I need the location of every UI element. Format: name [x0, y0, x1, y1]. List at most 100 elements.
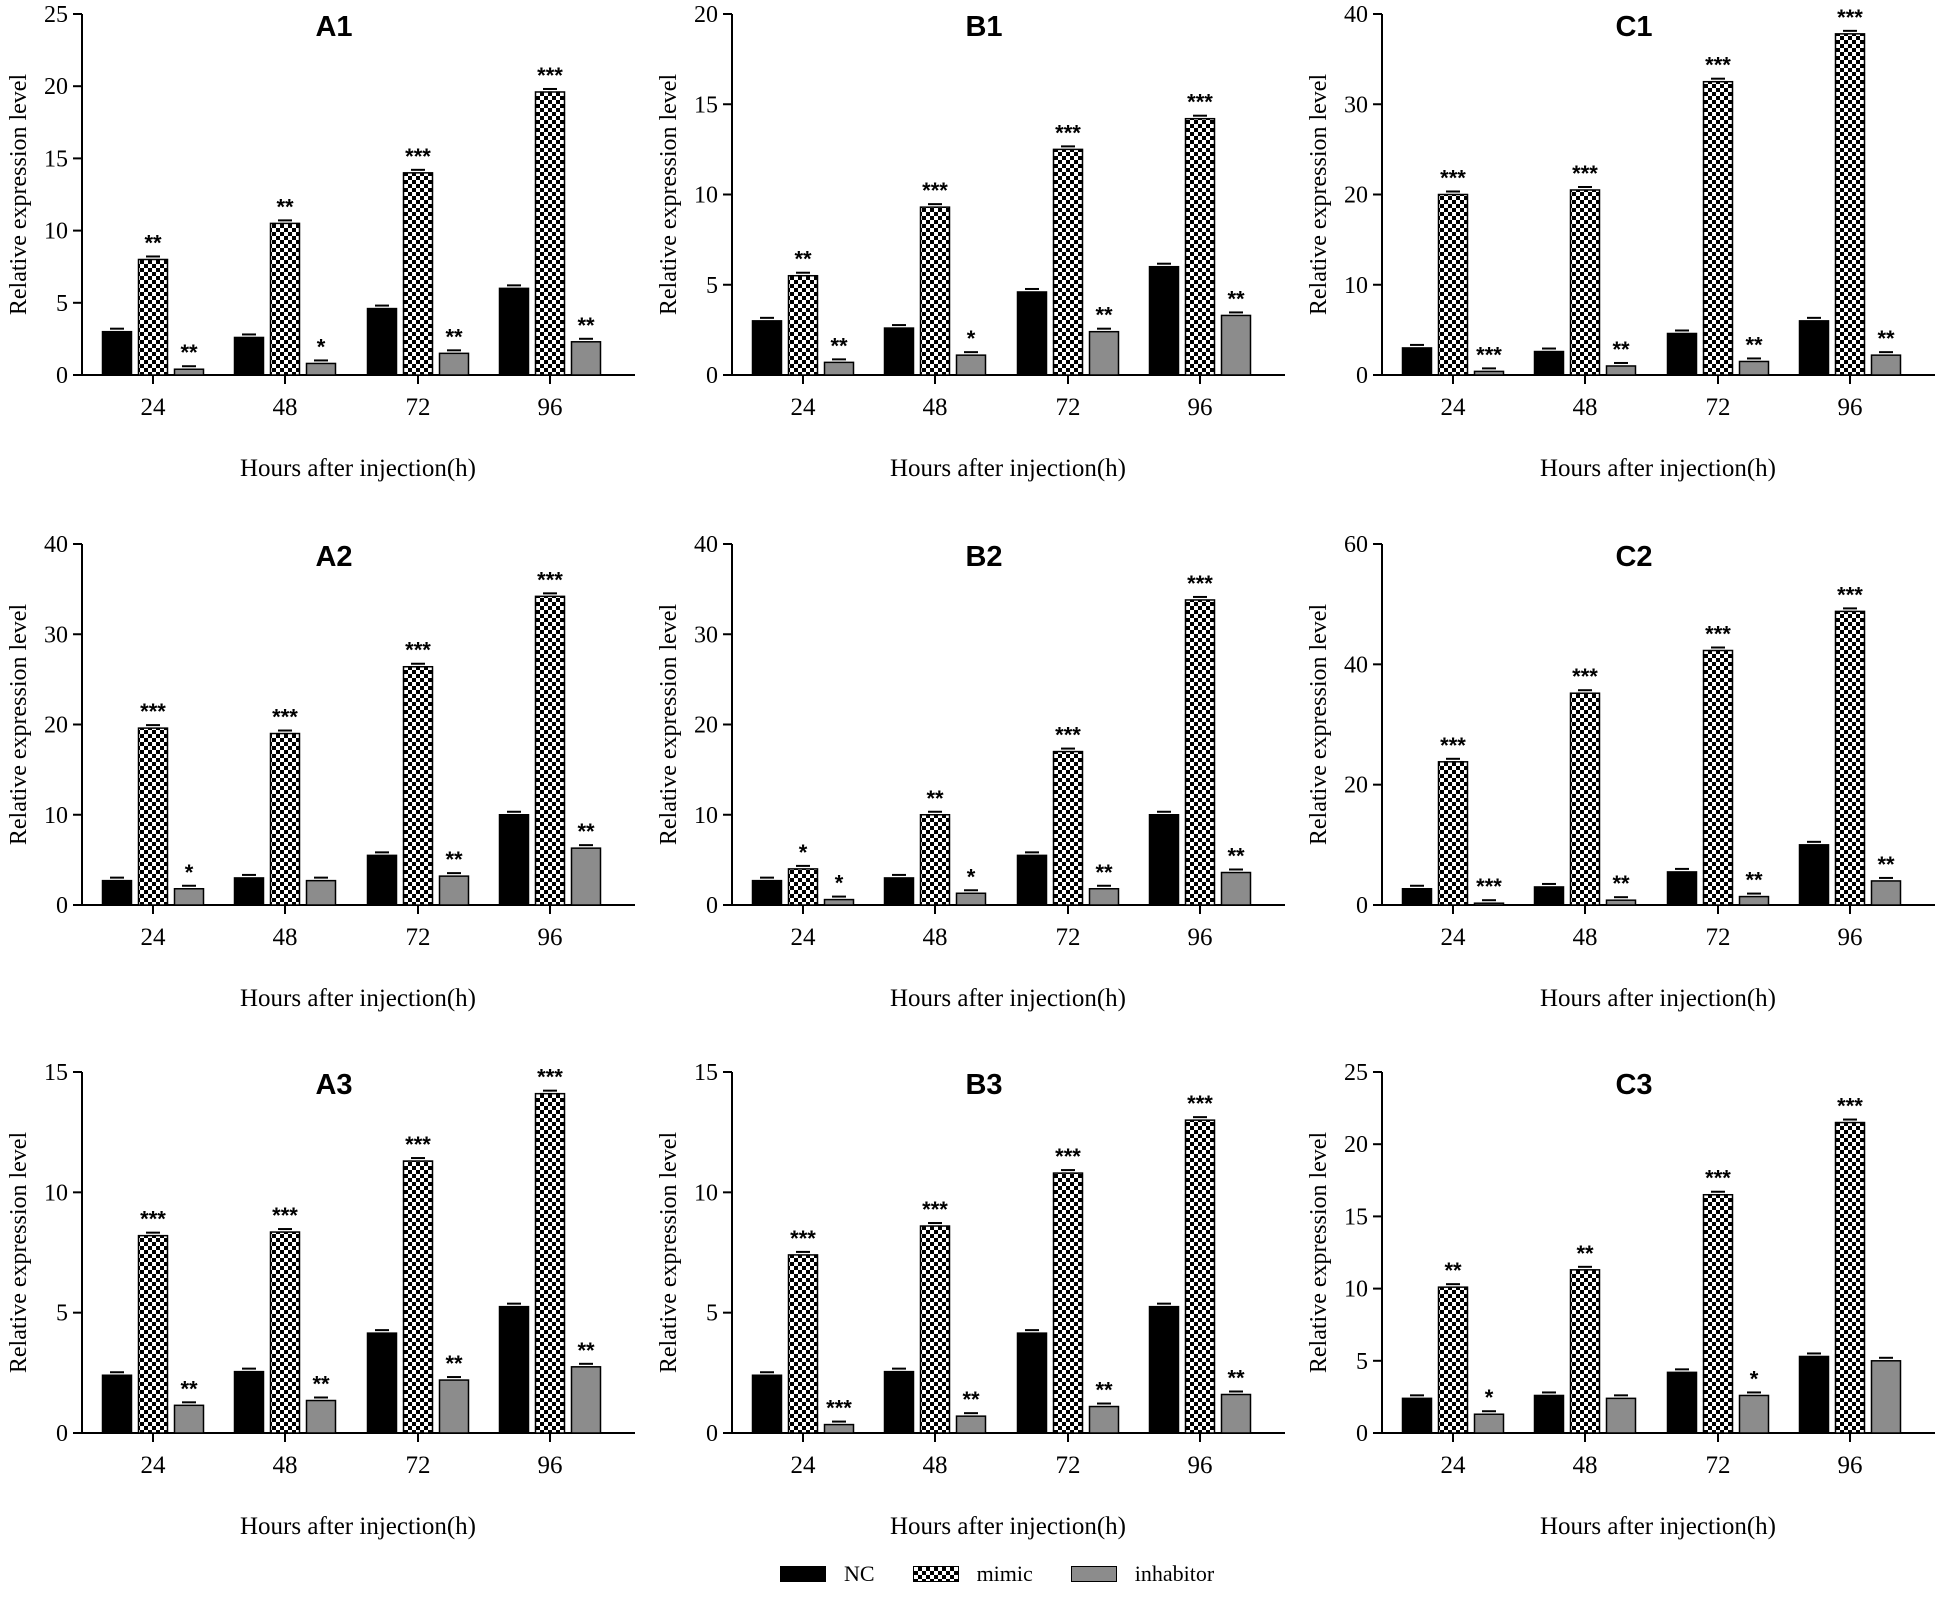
- bar-mimic-72: [402, 665, 434, 906]
- bar-inhabitor-72: [1738, 895, 1770, 906]
- y-tick-label: 20: [1344, 1132, 1368, 1158]
- bar-nc-48: [233, 336, 265, 376]
- significance-label: ***: [1837, 582, 1863, 607]
- y-tick-label: 30: [694, 622, 718, 648]
- bar-inhabitor-72: [1088, 330, 1120, 376]
- y-tick-label: 10: [694, 1180, 718, 1206]
- significance-label: **: [1877, 852, 1895, 877]
- x-tick-label: 48: [923, 924, 948, 951]
- significance-label: ***: [140, 1207, 166, 1232]
- significance-label: ***: [1440, 166, 1466, 191]
- significance-label: *: [1485, 1385, 1494, 1410]
- y-tick-label: 5: [706, 1301, 718, 1327]
- significance-label: *: [799, 840, 808, 865]
- bar-mimic-96: [1834, 610, 1866, 906]
- bar-mimic-48: [1569, 1269, 1601, 1434]
- bar-mimic-96: [534, 1092, 566, 1434]
- bar-nc-96: [1798, 1355, 1830, 1434]
- chart-panel-b2: 0 10 20 30 40 24 48 72 96 * ** *** *** * * ** ** B2 Hours …: [650, 530, 1300, 1060]
- bar-nc-96: [498, 1305, 530, 1434]
- x-axis-label: Hours after injection(h): [890, 985, 1126, 1012]
- x-tick-label: 24: [791, 924, 817, 951]
- significance-label: ***: [1187, 90, 1213, 115]
- bar-nc-96: [1798, 320, 1830, 376]
- bar-inhabitor-96: [1870, 880, 1902, 906]
- y-tick-label: 15: [694, 1060, 718, 1086]
- x-tick-label: 72: [1706, 394, 1731, 421]
- x-tick-label: 24: [141, 924, 167, 951]
- bar-inhabitor-96: [570, 1366, 602, 1434]
- bar-inhabitor-48: [305, 1399, 337, 1434]
- x-tick-label: 48: [1573, 394, 1598, 421]
- bar-nc-72: [1016, 854, 1048, 906]
- significance-label: **: [1612, 337, 1630, 362]
- bar-nc-72: [1016, 291, 1048, 376]
- y-tick-label: 0: [706, 893, 718, 919]
- bar-mimic-72: [1052, 148, 1084, 376]
- significance-label: ***: [1055, 723, 1081, 748]
- y-tick-label: 15: [44, 146, 68, 172]
- significance-label: **: [926, 786, 944, 811]
- y-tick-label: 10: [44, 803, 68, 829]
- bar-nc-48: [1533, 1394, 1565, 1434]
- bar-inhabitor-96: [1870, 354, 1902, 376]
- y-tick-label: 0: [1356, 363, 1368, 389]
- y-axis-label: Relative expression level: [6, 74, 32, 316]
- bar-mimic-72: [1052, 1172, 1084, 1434]
- significance-label: **: [144, 230, 162, 255]
- x-tick-label: 48: [273, 394, 298, 421]
- significance-label: **: [180, 340, 198, 365]
- bar-mimic-72: [402, 1160, 434, 1434]
- significance-label: ***: [405, 144, 431, 169]
- y-tick-label: 0: [56, 363, 68, 389]
- bar-inhabitor-96: [570, 341, 602, 376]
- bar-inhabitor-72: [1738, 1394, 1770, 1434]
- x-tick-label: 72: [1056, 924, 1081, 951]
- chart-title: B3: [965, 1069, 1002, 1101]
- legend: NC mimic inhabitor: [780, 1556, 1252, 1592]
- y-tick-label: 15: [1344, 1204, 1368, 1230]
- bar-mimic-24: [137, 258, 169, 376]
- bar-mimic-96: [1834, 1121, 1866, 1434]
- y-tick-label: 25: [44, 2, 68, 28]
- y-tick-label: 30: [1344, 92, 1368, 118]
- y-axis-label: Relative expression level: [1306, 74, 1332, 316]
- bar-inhabitor-48: [955, 354, 987, 376]
- y-tick-label: 10: [1344, 1277, 1368, 1303]
- significance-label: *: [1750, 1366, 1759, 1391]
- y-tick-label: 5: [56, 291, 68, 317]
- bar-inhabitor-24: [823, 898, 855, 906]
- chart-title: A1: [315, 11, 352, 43]
- bar-mimic-24: [787, 868, 819, 906]
- bar-nc-48: [1533, 886, 1565, 906]
- y-tick-label: 40: [1344, 652, 1368, 678]
- bar-inhabitor-72: [438, 1379, 470, 1434]
- significance-label: **: [445, 847, 463, 872]
- y-tick-label: 25: [1344, 1060, 1368, 1086]
- chart-title: B2: [965, 541, 1002, 573]
- bar-nc-24: [1401, 888, 1433, 906]
- bar-nc-72: [366, 1332, 398, 1434]
- x-tick-label: 96: [1838, 394, 1863, 421]
- x-tick-label: 48: [923, 394, 948, 421]
- bar-mimic-48: [1569, 189, 1601, 376]
- significance-label: **: [445, 1351, 463, 1376]
- significance-label: ***: [1476, 874, 1502, 899]
- significance-label: **: [1227, 286, 1245, 311]
- bar-mimic-96: [534, 595, 566, 906]
- bar-mimic-24: [137, 1234, 169, 1434]
- y-tick-label: 40: [694, 532, 718, 558]
- x-tick-label: 96: [538, 1452, 563, 1479]
- bar-inhabitor-24: [173, 368, 205, 376]
- bar-mimic-24: [1437, 1286, 1469, 1434]
- significance-label: **: [1227, 844, 1245, 869]
- significance-label: **: [1745, 868, 1763, 893]
- x-tick-label: 96: [1838, 924, 1863, 951]
- bar-nc-24: [101, 330, 133, 376]
- legend-label-inhibitor: inhabitor: [1134, 1561, 1215, 1586]
- x-axis-label: Hours after injection(h): [890, 455, 1126, 482]
